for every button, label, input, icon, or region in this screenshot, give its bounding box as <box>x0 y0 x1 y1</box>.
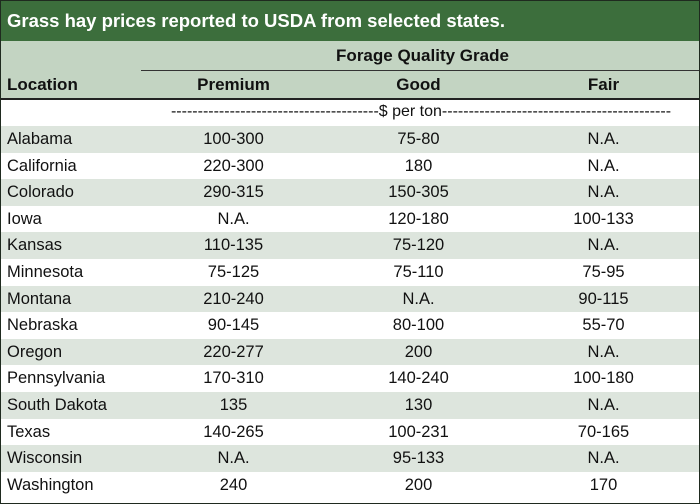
good-column-header: Good <box>396 75 441 94</box>
good-cell: 200 <box>404 475 433 494</box>
premium-cell: 90-145 <box>207 316 260 335</box>
fair-cell: N.A. <box>587 236 620 255</box>
fair-column-header: Fair <box>587 75 620 94</box>
premium-cell: 110-135 <box>203 236 264 255</box>
premium-cell: N.A. <box>217 209 250 228</box>
fair-cell: 90-115 <box>578 289 629 308</box>
fair-cell: 55-70 <box>582 316 625 335</box>
table-row: South Dakota 135 130 N.A. <box>1 391 699 419</box>
fair-cell: 170 <box>589 475 618 494</box>
good-cell: 80-100 <box>392 316 445 335</box>
location-cell: Montana <box>7 289 72 308</box>
table-row: Pennsylvania 170-310 140-240 100-180 <box>1 365 699 392</box>
good-cell: 200 <box>404 342 433 361</box>
table-body: Alabama 100-300 75-80 N.A. California 220-300… <box>1 126 699 498</box>
fair-cell: N.A. <box>587 156 620 175</box>
table-row: Alabama 100-300 75-80 N.A. <box>1 126 699 153</box>
good-cell: 140-240 <box>388 369 449 388</box>
table-row: Oregon 220-277 200 N.A. <box>1 338 699 366</box>
location-cell: Texas <box>7 422 51 441</box>
premium-cell: 170-310 <box>203 369 264 388</box>
good-cell: 75-110 <box>393 262 444 281</box>
location-column-header: Location <box>7 75 78 94</box>
good-cell: 75-120 <box>392 236 445 255</box>
good-cell: 100-231 <box>388 422 449 441</box>
location-cell: Iowa <box>7 209 42 228</box>
table-row: Kansas 110-135 75-120 N.A. <box>1 232 699 259</box>
location-cell: South Dakota <box>7 395 107 414</box>
premium-cell: 75-125 <box>207 262 260 281</box>
location-cell: Nebraska <box>7 316 78 335</box>
location-cell: California <box>7 156 77 175</box>
header-bottom-rule <box>1 98 699 100</box>
units-label: ---------------------------------------$… <box>170 103 672 120</box>
fair-cell: N.A. <box>587 183 620 202</box>
premium-cell: 140-265 <box>203 422 264 441</box>
table-row: Wisconsin N.A. 95-133 N.A. <box>1 445 699 472</box>
table-row: Texas 140-265 100-231 70-165 <box>1 419 699 446</box>
premium-column-header: Premium <box>197 75 270 94</box>
table-row: Nebraska 90-145 80-100 55-70 <box>1 312 699 339</box>
location-cell: Washington <box>7 475 94 494</box>
premium-cell: 210-240 <box>203 289 264 308</box>
forage-quality-grade-heading: Forage Quality Grade <box>336 46 509 65</box>
table-row: Montana 210-240 N.A. 90-115 <box>1 285 699 313</box>
good-cell: 120-180 <box>388 209 449 228</box>
table-row: Minnesota 75-125 75-110 75-95 <box>1 259 699 286</box>
fair-cell: N.A. <box>587 395 620 414</box>
good-cell: N.A. <box>402 289 435 308</box>
premium-cell: 100-300 <box>203 130 264 148</box>
location-cell: Oregon <box>7 342 63 361</box>
location-cell: Kansas <box>7 236 63 255</box>
fair-cell: 75-95 <box>582 262 625 281</box>
table-header: Forage Quality Grade Location Premium Go… <box>1 41 699 98</box>
table-row: Washington 240 200 170 <box>1 472 699 499</box>
premium-cell: N.A. <box>217 449 250 468</box>
table-row: California 220-300 180 N.A. <box>1 153 699 180</box>
premium-cell: 290-315 <box>203 183 264 202</box>
good-cell: 180 <box>404 156 433 175</box>
fair-cell: N.A. <box>587 130 620 148</box>
location-cell: Alabama <box>7 130 73 148</box>
good-cell: 95-133 <box>392 449 445 468</box>
premium-cell: 135 <box>219 395 248 414</box>
location-cell: Wisconsin <box>7 449 83 468</box>
location-cell: Colorado <box>7 183 74 202</box>
fair-cell: N.A. <box>587 342 620 361</box>
premium-cell: 220-300 <box>203 156 264 175</box>
location-cell: Minnesota <box>7 262 84 281</box>
fair-cell: 100-180 <box>573 369 634 388</box>
fair-cell: 70-165 <box>577 422 630 441</box>
location-cell: Pennsylvania <box>7 369 106 388</box>
good-cell: 130 <box>404 395 433 414</box>
premium-cell: 220-277 <box>203 342 264 361</box>
table-row: Colorado 290-315 150-305 N.A. <box>1 179 699 206</box>
good-cell: 75-80 <box>397 130 440 148</box>
fair-cell: 100-133 <box>573 209 634 228</box>
table-title: Grass hay prices reported to USDA from s… <box>1 1 699 41</box>
good-cell: 150-305 <box>388 183 449 202</box>
fair-cell: N.A. <box>587 449 620 468</box>
header-divider <box>141 70 699 71</box>
table-row: Iowa N.A. 120-180 100-133 <box>1 206 699 233</box>
premium-cell: 240 <box>219 475 248 494</box>
